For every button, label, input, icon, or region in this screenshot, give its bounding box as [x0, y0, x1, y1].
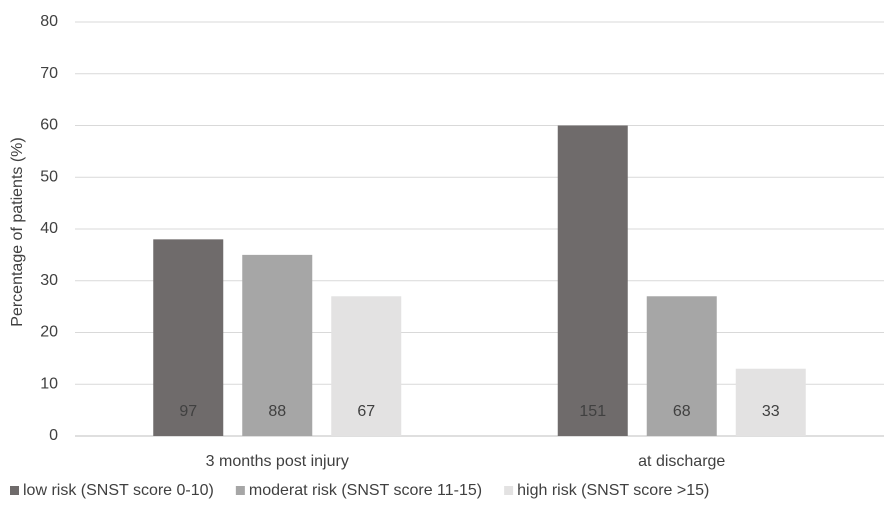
- bar: [331, 296, 402, 436]
- bar: [153, 239, 224, 436]
- y-tick-label: 70: [40, 65, 58, 82]
- x-tick-label: at discharge: [638, 453, 725, 470]
- count-label: 88: [268, 403, 286, 420]
- bar: [646, 296, 717, 436]
- bar: [242, 254, 313, 436]
- y-tick-label: 30: [40, 272, 58, 289]
- y-tick-label: 40: [40, 220, 58, 237]
- legend-swatch: [235, 486, 245, 495]
- y-axis-label: Percentage of patients (%): [9, 137, 26, 326]
- y-tick-label: 80: [40, 13, 58, 30]
- bar: [735, 368, 806, 436]
- bar: [557, 125, 628, 436]
- x-tick-label: 3 months post injury: [206, 453, 349, 470]
- y-tick-label: 10: [40, 375, 58, 392]
- legend-swatch: [10, 486, 19, 495]
- legend-label: moderat risk (SNST score 11-15): [249, 482, 482, 499]
- count-label: 97: [179, 403, 197, 420]
- count-label: 33: [762, 403, 780, 420]
- legend-label: low risk (SNST score 0-10): [23, 482, 214, 499]
- y-tick-label: 20: [40, 324, 58, 341]
- y-tick-label: 60: [40, 117, 58, 134]
- legend-swatch: [504, 486, 514, 495]
- count-label: 67: [357, 403, 375, 420]
- count-label: 151: [579, 403, 606, 420]
- y-tick-label: 0: [49, 427, 58, 444]
- legend-label: high risk (SNST score >15): [517, 482, 709, 499]
- count-label: 68: [673, 403, 691, 420]
- y-tick-label: 50: [40, 168, 58, 185]
